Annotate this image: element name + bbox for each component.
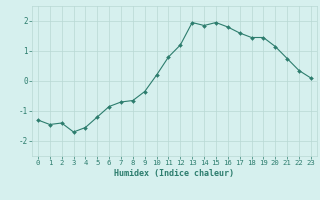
X-axis label: Humidex (Indice chaleur): Humidex (Indice chaleur) <box>115 169 234 178</box>
